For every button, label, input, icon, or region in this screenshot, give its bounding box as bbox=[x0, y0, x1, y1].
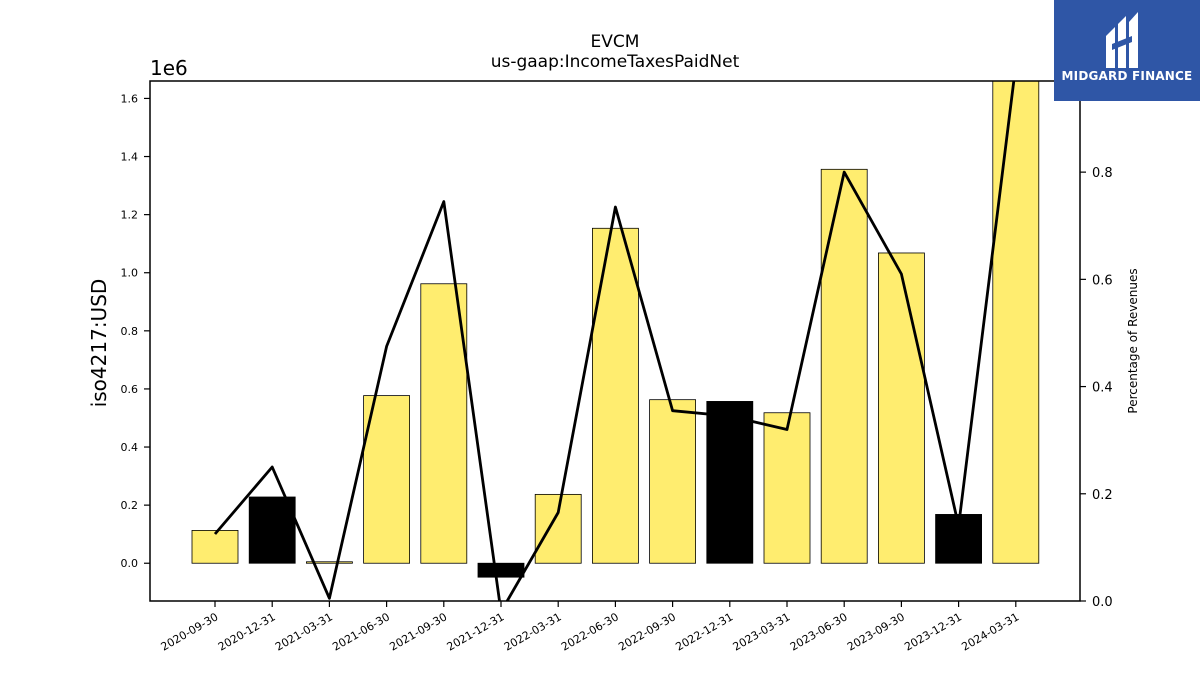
bar-2021-06-30 bbox=[363, 395, 411, 564]
bar-2022-03-31 bbox=[534, 493, 582, 564]
midgard-finance-logo: MIDGARD FINANCE bbox=[1054, 0, 1200, 101]
bar-2021-03-31 bbox=[305, 561, 353, 564]
x-tick-label: 2023-03-31 bbox=[731, 610, 793, 653]
bar-2023-09-30 bbox=[878, 252, 925, 564]
x-tick-label: 2023-09-30 bbox=[845, 610, 907, 653]
bar-2023-03-31 bbox=[763, 412, 811, 564]
chart-subtitle: us-gaap:IncomeTaxesPaidNet bbox=[490, 52, 740, 72]
x-tick-label: 2020-09-30 bbox=[159, 610, 221, 653]
x-tick-label: 2021-06-30 bbox=[330, 610, 392, 653]
y2-axis-label: Percentage of Revenues bbox=[1126, 268, 1140, 414]
y-tick-label: 0.2 bbox=[121, 499, 139, 512]
x-tick-label: 2024-03-31 bbox=[959, 610, 1021, 653]
x-tick-label: 2021-12-31 bbox=[445, 610, 507, 653]
bar-2020-09-30 bbox=[191, 530, 239, 564]
y-tick-label: 0.8 bbox=[121, 325, 139, 338]
chart-title: EVCM bbox=[590, 32, 640, 52]
y2-tick-label: 0.0 bbox=[1092, 595, 1113, 610]
x-tick-label: 2023-12-31 bbox=[902, 610, 964, 653]
y-tick-label: 0.0 bbox=[121, 557, 139, 570]
y-offset-label: 1e6 bbox=[150, 56, 188, 80]
bar-2020-12-31 bbox=[248, 496, 296, 564]
midgard-logo-icon bbox=[1106, 12, 1138, 68]
bar-2023-06-30 bbox=[820, 168, 868, 564]
y-axis-label: iso4217:USD bbox=[87, 278, 111, 408]
y-tick-label: 0.6 bbox=[121, 383, 139, 396]
y-tick-label: 1.6 bbox=[121, 92, 139, 105]
x-tick-label: 2021-09-30 bbox=[387, 610, 449, 653]
logo-text: MIDGARD FINANCE bbox=[1061, 69, 1193, 83]
y-tick-label: 1.0 bbox=[121, 267, 139, 280]
percentage-line bbox=[213, 81, 1016, 601]
x-tick-label: 2022-03-31 bbox=[502, 610, 564, 653]
bar-2021-09-30 bbox=[420, 283, 468, 564]
y-tick-label: 1.2 bbox=[121, 209, 139, 222]
y2-tick-label: 0.6 bbox=[1092, 273, 1113, 288]
x-tick-label: 2020-12-31 bbox=[216, 610, 278, 653]
bar-2022-06-30 bbox=[592, 227, 639, 564]
bar-2021-12-31 bbox=[477, 562, 525, 578]
x-tick-label: 2023-06-30 bbox=[788, 610, 850, 653]
bar-2022-09-30 bbox=[649, 399, 696, 564]
y-tick-label: 1.4 bbox=[121, 151, 139, 164]
x-tick-label: 2022-06-30 bbox=[559, 610, 621, 653]
y2-tick-label: 0.4 bbox=[1092, 381, 1113, 396]
y2-tick-label: 0.8 bbox=[1092, 166, 1113, 181]
y-tick-label: 0.4 bbox=[121, 441, 139, 454]
bar-2024-03-31 bbox=[992, 81, 1040, 564]
x-tick-label: 2022-12-31 bbox=[673, 610, 735, 653]
y2-tick-label: 0.2 bbox=[1092, 488, 1113, 503]
x-tick-label: 2022-09-30 bbox=[616, 610, 678, 653]
x-tick-label: 2021-03-31 bbox=[273, 610, 335, 653]
bar-2022-12-31 bbox=[706, 401, 754, 564]
